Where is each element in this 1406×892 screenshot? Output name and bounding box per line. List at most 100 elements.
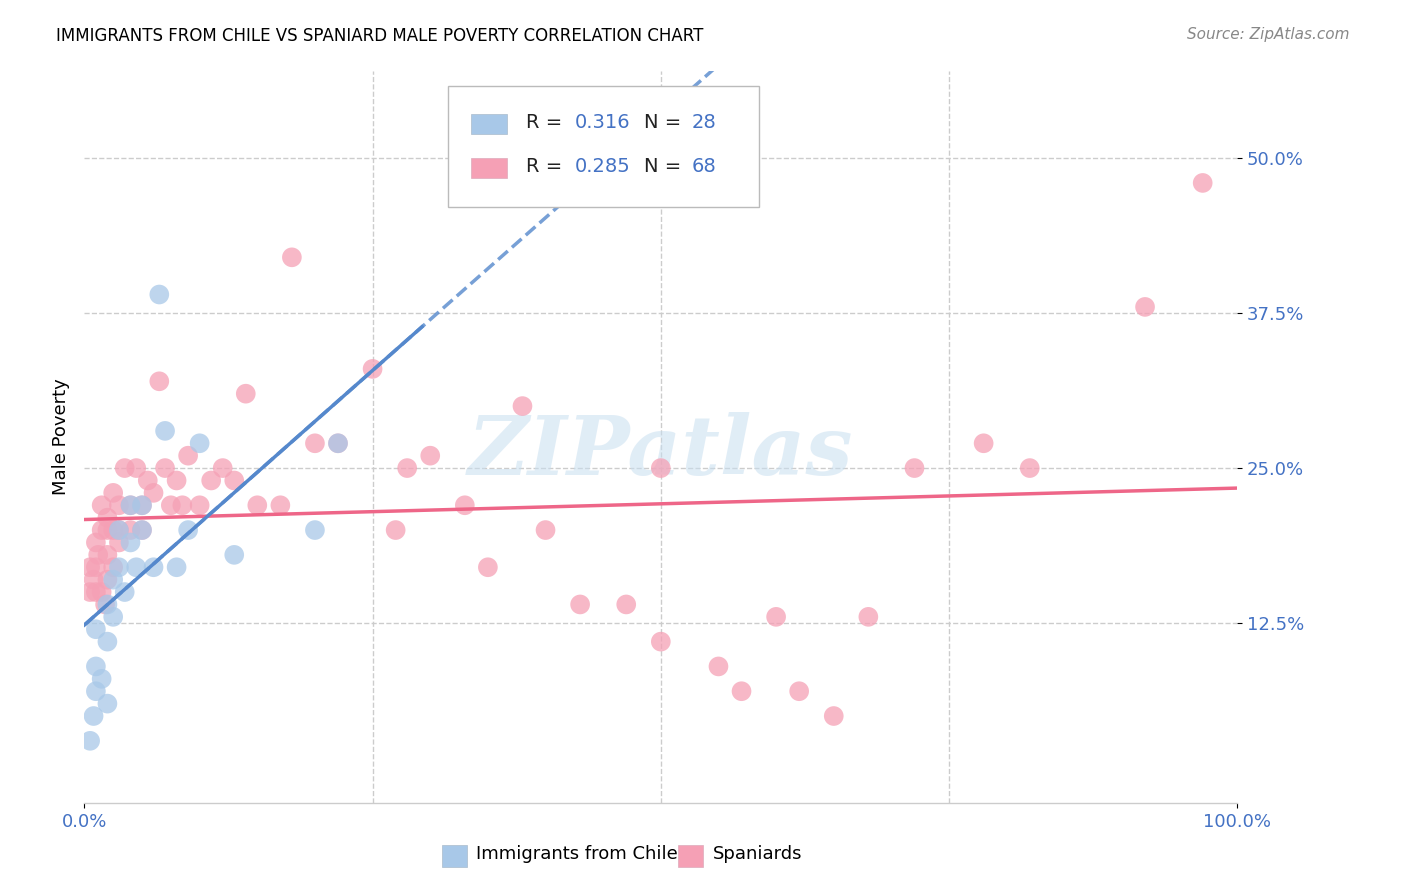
Point xyxy=(1191,176,1213,190)
Point xyxy=(224,474,246,488)
Point xyxy=(96,523,118,537)
Point xyxy=(142,560,165,574)
Point xyxy=(131,523,153,537)
Point xyxy=(79,734,101,748)
Point xyxy=(454,498,477,512)
Point xyxy=(120,498,142,512)
Point xyxy=(108,523,131,537)
Text: 68: 68 xyxy=(692,157,717,176)
Point xyxy=(120,523,142,537)
Point xyxy=(96,598,118,612)
Point xyxy=(211,461,233,475)
Point xyxy=(84,622,107,636)
Point xyxy=(148,287,170,301)
Point xyxy=(153,461,176,475)
Point xyxy=(108,523,131,537)
Point xyxy=(114,585,136,599)
Point xyxy=(108,560,131,574)
Point xyxy=(235,386,257,401)
Text: IMMIGRANTS FROM CHILE VS SPANIARD MALE POVERTY CORRELATION CHART: IMMIGRANTS FROM CHILE VS SPANIARD MALE P… xyxy=(56,27,703,45)
Text: 28: 28 xyxy=(692,113,717,132)
Point xyxy=(188,436,211,450)
Point xyxy=(166,474,188,488)
Point xyxy=(569,598,592,612)
Point xyxy=(120,498,142,512)
Point xyxy=(419,449,441,463)
Point xyxy=(96,697,118,711)
Point xyxy=(84,535,107,549)
Point xyxy=(90,523,112,537)
Point xyxy=(512,399,534,413)
Point xyxy=(1133,300,1156,314)
Point xyxy=(103,523,124,537)
Point xyxy=(973,436,995,450)
Point xyxy=(326,436,349,450)
Point xyxy=(96,548,118,562)
Point xyxy=(136,474,159,488)
Point xyxy=(396,461,419,475)
Point xyxy=(131,498,153,512)
Text: N =: N = xyxy=(644,157,688,176)
Point xyxy=(114,461,136,475)
Y-axis label: Male Poverty: Male Poverty xyxy=(52,379,70,495)
Point xyxy=(304,523,326,537)
Point xyxy=(148,374,170,388)
Point xyxy=(103,573,124,587)
Point xyxy=(96,510,118,524)
Text: 0.316: 0.316 xyxy=(575,113,630,132)
Point xyxy=(188,498,211,512)
Point xyxy=(83,573,105,587)
Point xyxy=(269,498,291,512)
Point xyxy=(90,585,112,599)
Point xyxy=(90,498,112,512)
Point xyxy=(83,709,105,723)
Point xyxy=(131,523,153,537)
Point xyxy=(177,449,200,463)
Point xyxy=(200,474,222,488)
Point xyxy=(120,535,142,549)
Text: Source: ZipAtlas.com: Source: ZipAtlas.com xyxy=(1187,27,1350,42)
Bar xyxy=(441,846,467,867)
Point xyxy=(650,461,672,475)
Point xyxy=(246,498,269,512)
Text: N =: N = xyxy=(644,113,688,132)
Point xyxy=(131,498,153,512)
Text: R =: R = xyxy=(526,157,568,176)
Point xyxy=(787,684,810,698)
Text: ZIPatlas: ZIPatlas xyxy=(468,412,853,491)
Point xyxy=(84,684,107,698)
Point xyxy=(730,684,752,698)
Point xyxy=(166,560,188,574)
FancyBboxPatch shape xyxy=(447,86,759,207)
Point xyxy=(1018,461,1040,475)
Point xyxy=(103,486,124,500)
Point xyxy=(177,523,200,537)
Point xyxy=(94,598,117,612)
Point xyxy=(903,461,925,475)
Point xyxy=(79,560,101,574)
Point xyxy=(160,498,183,512)
Point xyxy=(361,362,384,376)
Point xyxy=(96,573,118,587)
Point xyxy=(172,498,194,512)
Bar xyxy=(678,846,703,867)
Point xyxy=(96,634,118,648)
Text: Immigrants from Chile: Immigrants from Chile xyxy=(477,845,678,863)
Point xyxy=(326,436,349,450)
Point xyxy=(477,560,499,574)
Point xyxy=(765,610,787,624)
Point xyxy=(125,461,148,475)
Point xyxy=(823,709,845,723)
Point xyxy=(858,610,880,624)
Point xyxy=(614,598,637,612)
Point xyxy=(304,436,326,450)
Point xyxy=(108,498,131,512)
Text: 0.285: 0.285 xyxy=(575,157,630,176)
Point xyxy=(384,523,406,537)
Point xyxy=(87,548,110,562)
Point xyxy=(534,523,557,537)
Bar xyxy=(471,158,508,178)
Point xyxy=(79,585,101,599)
Point xyxy=(84,560,107,574)
Point xyxy=(650,634,672,648)
